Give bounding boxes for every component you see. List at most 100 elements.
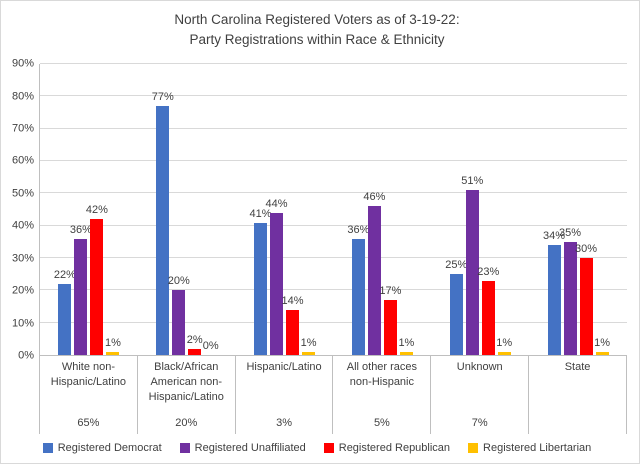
x-category-label: White non-Hispanic/Latino xyxy=(50,361,127,388)
bar-value-label: 41% xyxy=(249,207,272,220)
y-tick-label: 60% xyxy=(11,154,34,167)
x-category-cell: All other races non-Hispanic 5% xyxy=(332,356,430,435)
x-axis-labels: White non-Hispanic/Latino 65% Black/Africa… xyxy=(39,356,627,435)
bar-wrap: 46% xyxy=(363,64,385,356)
y-tick-label: 90% xyxy=(11,57,34,70)
x-category-label: Hispanic/Latino xyxy=(246,361,322,374)
y-tick-label: 80% xyxy=(11,90,34,103)
bar xyxy=(172,290,186,356)
bar-wrap: 2% xyxy=(186,64,203,356)
chart-title: North Carolina Registered Voters as of 3… xyxy=(7,10,627,49)
y-axis: 0% 10% 20% 30% 40% 50% 60% 70% 80% 90% xyxy=(7,58,39,361)
x-category-share-label: 65% xyxy=(77,417,100,430)
x-category-label: Black/African American non-Hispanic/Lati… xyxy=(148,361,224,403)
bar-wrap: 1% xyxy=(398,64,414,356)
bar xyxy=(399,351,413,356)
bar xyxy=(547,245,561,356)
bar-wrap: 77% xyxy=(152,64,174,356)
bar-value-label: 1% xyxy=(496,336,513,349)
bar-value-label: 22% xyxy=(53,269,76,281)
x-category-label: Unknown xyxy=(456,361,503,374)
bar-wrap: 23% xyxy=(477,64,499,356)
bar xyxy=(367,206,381,356)
bar-value-label: 35% xyxy=(559,226,582,239)
bar xyxy=(449,274,463,356)
bar-wrap: 36% xyxy=(347,64,369,356)
bar xyxy=(90,219,104,356)
x-category-share-label: 3% xyxy=(276,417,293,430)
bar xyxy=(156,106,170,356)
bar-value-label: 20% xyxy=(167,275,190,288)
bar-value-label: 2% xyxy=(186,333,203,346)
bar-wrap: 20% xyxy=(168,64,190,356)
bar-value-label: 34% xyxy=(543,230,566,243)
gridline xyxy=(40,192,627,194)
bar-group: 22% 36% 42% 1% xyxy=(40,64,138,356)
bar xyxy=(481,280,495,356)
bar-wrap: 35% xyxy=(559,64,581,356)
bar-wrap: 34% xyxy=(543,64,565,356)
bar-value-label: 14% xyxy=(281,294,304,307)
bar xyxy=(595,351,609,356)
bar-wrap: 42% xyxy=(86,64,108,356)
bar-group: 36% 46% 17% 1% xyxy=(333,64,431,356)
legend: Registered Democrat Registered Unaffiliat… xyxy=(7,442,627,454)
x-category-cell: Black/African American non-Hispanic/Lati… xyxy=(136,356,235,435)
legend-item: Registered Unaffiliated xyxy=(179,442,306,455)
bar xyxy=(74,238,88,356)
bar xyxy=(254,222,268,356)
bar-group: 25% 51% 23% 1% xyxy=(431,64,529,356)
legend-label: Registered Democrat xyxy=(57,442,162,455)
bar-groups: 22% 36% 42% 1% 77% 20% 2% 0% 41% 44% 14% 1% 36% 46% 17… xyxy=(40,64,627,356)
gridline xyxy=(40,321,627,323)
gridline xyxy=(40,224,627,226)
legend-label: Registered Republican xyxy=(338,442,451,455)
bar-wrap: 44% xyxy=(266,64,288,356)
bar-wrap: 0% xyxy=(202,64,219,355)
x-category-label: All other races non-Hispanic xyxy=(346,361,418,388)
bar xyxy=(286,309,300,356)
legend-item: Registered Libertarian xyxy=(468,442,591,454)
bar-value-label: 0% xyxy=(202,340,219,353)
bar xyxy=(188,348,202,356)
bar-value-label: 1% xyxy=(594,336,610,349)
legend-swatch xyxy=(42,443,53,454)
chart-title-line1: North Carolina Registered Voters as of 3… xyxy=(174,12,460,27)
bar xyxy=(579,258,593,356)
bar-wrap: 1% xyxy=(594,64,610,356)
bar xyxy=(302,351,316,356)
bar-wrap: 14% xyxy=(282,64,304,356)
bar-value-label: 17% xyxy=(379,285,402,298)
y-tick-label: 70% xyxy=(11,122,34,135)
x-category-label: State xyxy=(564,361,591,374)
bar-wrap: 30% xyxy=(575,64,597,356)
bar-group: 34% 35% 30% 1% xyxy=(529,64,627,356)
chart-title-line2: Party Registrations within Race & Ethnic… xyxy=(189,31,445,47)
bar-value-label: 30% xyxy=(575,243,598,256)
x-category-cell: White non-Hispanic/Latino 65% xyxy=(39,356,137,435)
legend-label: Registered Unaffiliated xyxy=(194,442,306,455)
gridline xyxy=(40,160,627,162)
y-tick-label: 20% xyxy=(11,284,34,297)
gridline xyxy=(40,289,627,291)
bar-wrap: 22% xyxy=(54,64,76,356)
chart-body: 0% 10% 20% 30% 40% 50% 60% 70% 80% 90% 22% 36% 42% 1… xyxy=(7,58,627,361)
legend-item: Registered Republican xyxy=(323,442,451,455)
x-category-cell: Unknown 7% xyxy=(430,356,528,435)
bar xyxy=(351,238,365,356)
x-category-share-label: 20% xyxy=(175,417,198,430)
x-category-cell: State xyxy=(528,356,627,435)
bar xyxy=(465,190,479,356)
y-tick-label: 0% xyxy=(18,349,34,362)
bar-wrap: 1% xyxy=(496,64,513,356)
bar-wrap: 25% xyxy=(445,64,467,356)
plot-area: 22% 36% 42% 1% 77% 20% 2% 0% 41% 44% 14% 1% 36% 46% 17… xyxy=(39,63,627,357)
bar-value-label: 25% xyxy=(445,259,468,272)
bar-value-label: 1% xyxy=(104,336,121,349)
bar xyxy=(106,351,120,356)
bar-wrap: 17% xyxy=(379,64,401,356)
bar-value-label: 46% xyxy=(363,191,386,204)
y-tick-label: 10% xyxy=(11,317,34,330)
gridline xyxy=(40,63,627,65)
bar xyxy=(563,241,577,356)
